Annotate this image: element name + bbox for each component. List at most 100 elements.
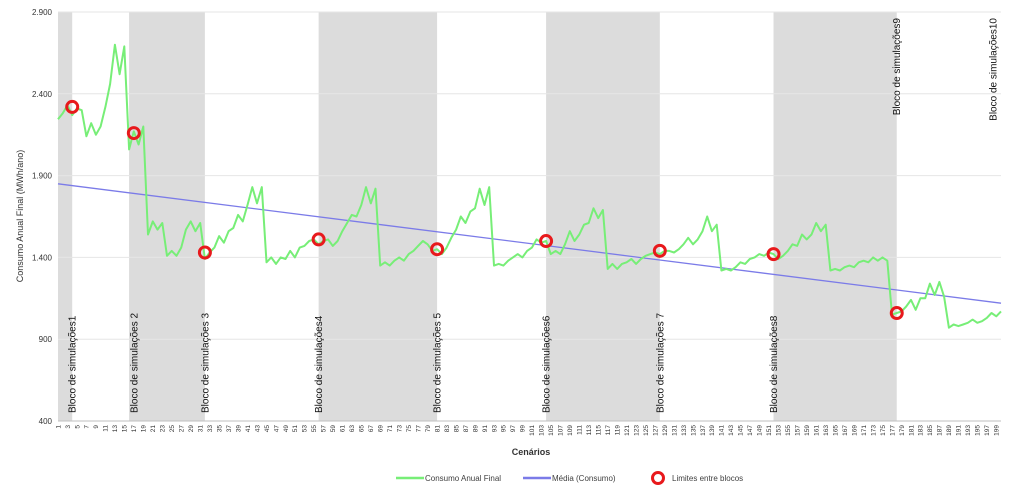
x-tick-label: 33: [207, 425, 214, 433]
y-tick-label: 400: [39, 417, 53, 426]
x-tick-label: 177: [889, 425, 896, 436]
x-tick-label: 29: [188, 425, 195, 433]
block-label: Bloco de simulações6: [542, 315, 553, 413]
x-tick-label: 9: [93, 425, 100, 429]
x-tick-label: 171: [861, 425, 868, 436]
x-tick-label: 179: [899, 425, 906, 436]
x-tick-label: 131: [671, 425, 678, 436]
legend-label: Média (Consumo): [552, 474, 616, 483]
x-tick-label: 77: [415, 425, 422, 433]
x-tick-label: 141: [719, 425, 726, 436]
x-tick-label: 83: [444, 425, 451, 433]
block-limit-marker: [766, 247, 781, 262]
x-tick-label: 99: [520, 425, 527, 433]
block-label: Bloco de simulações 3: [200, 313, 211, 413]
x-tick-label: 183: [918, 425, 925, 436]
shaded-bands: [58, 12, 897, 421]
x-tick-label: 21: [150, 425, 157, 433]
x-tick-label: 51: [292, 425, 299, 433]
block-limit-marker: [311, 232, 326, 247]
x-tick-label: 49: [283, 425, 290, 433]
block-label: Bloco de simulações 7: [655, 313, 666, 413]
x-tick-label: 15: [122, 425, 129, 433]
x-tick-label: 193: [965, 425, 972, 436]
block-limit-marker: [126, 126, 141, 141]
x-tick-label: 55: [311, 425, 318, 433]
x-tick-label: 37: [226, 425, 233, 433]
y-tick-label: 1.900: [32, 172, 53, 181]
x-tick-label: 147: [747, 425, 754, 436]
x-tick-label: 133: [681, 425, 688, 436]
x-tick-label: 79: [425, 425, 432, 433]
x-tick-label: 173: [870, 425, 877, 436]
x-tick-label: 67: [368, 425, 375, 433]
x-tick-label: 87: [463, 425, 470, 433]
x-tick-label: 163: [823, 425, 830, 436]
x-tick-label: 69: [378, 425, 385, 433]
x-tick-label: 73: [396, 425, 403, 433]
x-tick-label: 185: [927, 425, 934, 436]
x-tick-label: 11: [103, 425, 110, 432]
x-tick-label: 23: [160, 425, 167, 433]
block-label: Bloco de simulações 5: [433, 313, 444, 413]
x-tick-label: 181: [908, 425, 915, 436]
x-tick-label: 3: [65, 425, 72, 429]
block-label: Bloco de simulações9: [892, 18, 903, 116]
x-tick-label: 65: [359, 425, 366, 433]
x-tick-label: 43: [254, 425, 261, 433]
x-tick-label: 135: [690, 425, 697, 436]
block-labels: Bloco de simulações1 Bloco de simulações …: [68, 18, 1000, 413]
consumption-line-layer: [57, 43, 1002, 329]
x-axis-title: Cenários: [512, 447, 551, 457]
x-tick-label: 81: [434, 425, 441, 433]
x-tick-label: 195: [975, 425, 982, 436]
legend-label: Consumo Anual Final: [425, 474, 501, 483]
x-tick-label: 115: [596, 425, 603, 436]
block-limit-marker: [430, 242, 445, 257]
x-tick-label: 105: [548, 425, 555, 436]
x-tick-label: 187: [937, 425, 944, 436]
x-tick-label: 119: [614, 425, 621, 436]
x-tick-label: 161: [813, 425, 820, 436]
x-tick-label: 61: [340, 425, 347, 433]
x-tick-label: 145: [738, 425, 745, 436]
x-tick-label: 151: [766, 425, 773, 436]
x-tick-label: 113: [586, 425, 593, 436]
mean-line-layer: [57, 183, 1002, 304]
block-limit-marker: [889, 306, 904, 321]
mean-line: [57, 183, 1002, 304]
x-tick-label: 189: [946, 425, 953, 436]
consumption-line: [57, 43, 1002, 329]
shaded-band: [129, 12, 205, 421]
x-tick-label: 57: [321, 425, 328, 433]
y-axis-ticks: 400 900 1.400 1.900 2.400 2.900: [32, 8, 53, 426]
x-tick-label: 75: [406, 425, 413, 433]
x-tick-label: 159: [804, 425, 811, 436]
x-tick-label: 91: [482, 425, 489, 433]
legend-label: Limites entre blocos: [672, 474, 743, 483]
x-tick-label: 47: [273, 425, 280, 433]
x-tick-label: 31: [197, 425, 204, 433]
x-tick-label: 125: [643, 425, 650, 436]
x-tick-label: 19: [141, 425, 148, 433]
x-tick-label: 165: [832, 425, 839, 436]
x-tick-label: 25: [169, 425, 176, 433]
x-tick-label: 137: [700, 425, 707, 436]
y-axis-title: Consumo Anual Final (MWh/ano): [15, 150, 25, 283]
gridlines: [58, 11, 1001, 422]
block-limit-marker: [539, 234, 554, 249]
x-tick-label: 157: [795, 425, 802, 436]
x-tick-label: 103: [539, 425, 546, 436]
block-label: Bloco de simulações4: [314, 315, 325, 413]
x-tick-label: 5: [74, 425, 81, 429]
shaded-band: [773, 12, 897, 421]
block-limit-markers: [65, 99, 904, 321]
legend-swatch: [651, 471, 665, 485]
x-tick-label: 129: [662, 425, 669, 436]
y-tick-label: 1.400: [32, 253, 53, 262]
x-tick-label: 139: [709, 425, 716, 436]
x-tick-label: 107: [558, 425, 565, 436]
x-tick-label: 41: [245, 425, 252, 433]
x-tick-label: 85: [453, 425, 460, 433]
